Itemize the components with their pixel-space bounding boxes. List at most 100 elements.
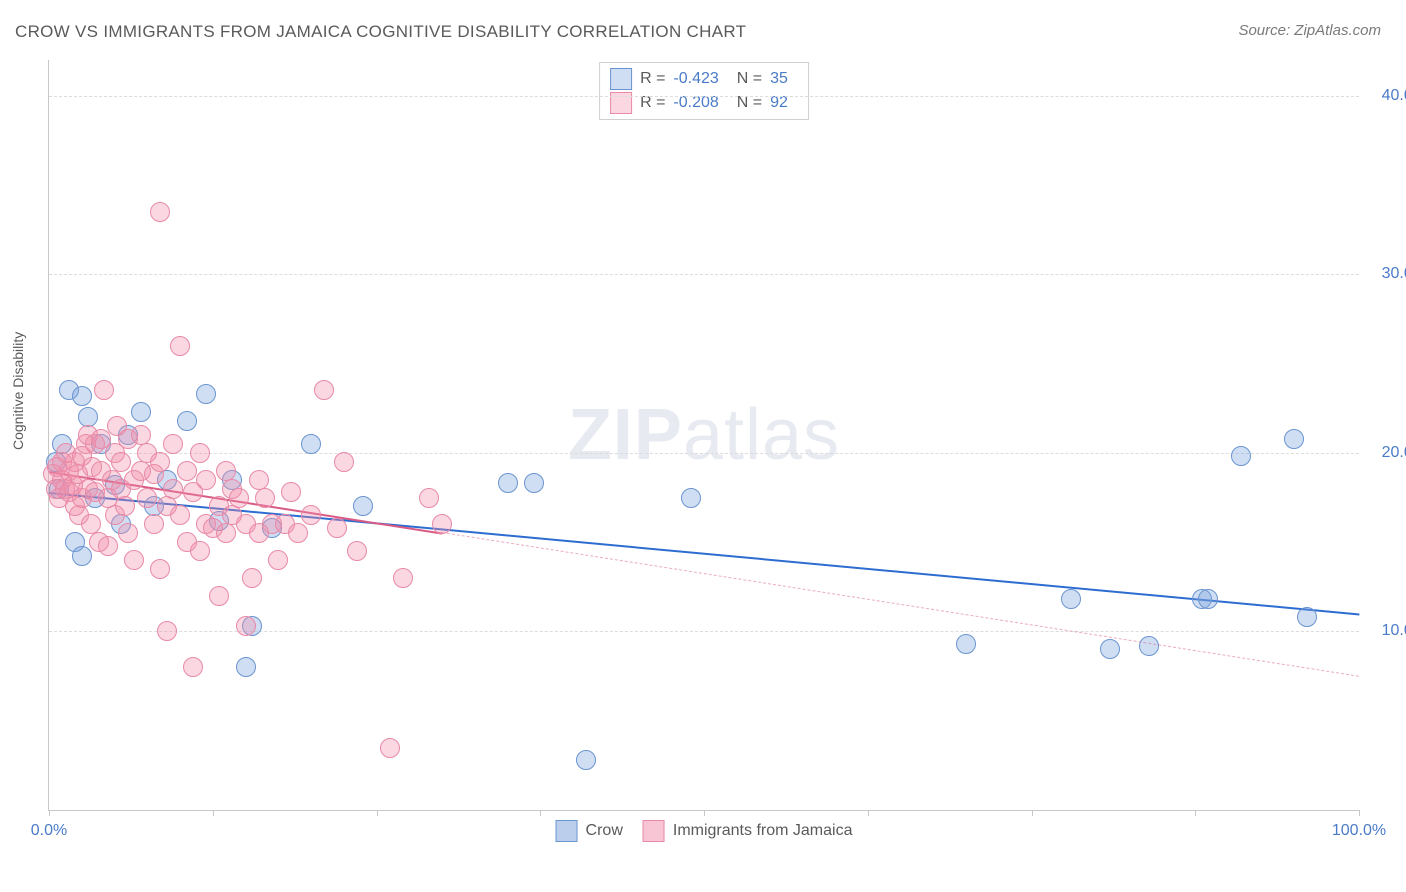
scatter-point [190, 443, 210, 463]
scatter-point [137, 488, 157, 508]
scatter-point [432, 514, 452, 534]
scatter-point [236, 657, 256, 677]
scatter-point [177, 461, 197, 481]
scatter-point [255, 488, 275, 508]
scatter-point [281, 482, 301, 502]
watermark: ZIPatlas [568, 394, 840, 476]
scatter-point [353, 496, 373, 516]
y-tick-label: 20.0% [1382, 444, 1406, 462]
scatter-point [1284, 429, 1304, 449]
legend-item: Immigrants from Jamaica [643, 820, 853, 842]
scatter-point [98, 536, 118, 556]
scatter-point [1139, 636, 1159, 656]
scatter-point [209, 586, 229, 606]
scatter-point [236, 616, 256, 636]
scatter-point [576, 750, 596, 770]
x-tick [704, 810, 705, 816]
legend-swatch [643, 820, 665, 842]
x-tick [1195, 810, 1196, 816]
y-tick-label: 40.0% [1382, 87, 1406, 105]
scatter-point [150, 559, 170, 579]
scatter-point [288, 523, 308, 543]
bottom-legend: Crow Immigrants from Jamaica [556, 820, 853, 842]
watermark-bold: ZIP [568, 395, 683, 475]
scatter-point [498, 473, 518, 493]
scatter-point [1231, 446, 1251, 466]
scatter-point [419, 488, 439, 508]
scatter-point [301, 505, 321, 525]
stat-legend-row: R =-0.208N =92 [610, 91, 798, 115]
trend-line-dash [442, 532, 1359, 677]
x-tick [213, 810, 214, 816]
x-tick [49, 810, 50, 816]
scatter-point [1297, 607, 1317, 627]
gridline [49, 274, 1359, 275]
scatter-point [242, 568, 262, 588]
scatter-point [956, 634, 976, 654]
scatter-point [681, 488, 701, 508]
legend-item: Crow [556, 820, 623, 842]
x-tick-label: 0.0% [31, 822, 67, 840]
scatter-point [163, 479, 183, 499]
chart-area: ZIPatlas R =-0.423N =35R =-0.208N =92 Cr… [48, 60, 1359, 811]
scatter-point [393, 568, 413, 588]
scatter-point [131, 402, 151, 422]
x-tick [377, 810, 378, 816]
scatter-point [196, 470, 216, 490]
scatter-point [177, 411, 197, 431]
trend-line [49, 492, 1359, 615]
legend-label: Immigrants from Jamaica [673, 822, 853, 840]
legend-swatch [610, 68, 632, 90]
scatter-point [150, 452, 170, 472]
scatter-point [1100, 639, 1120, 659]
x-tick [868, 810, 869, 816]
scatter-point [170, 505, 190, 525]
legend-label: Crow [586, 822, 623, 840]
scatter-point [334, 452, 354, 472]
x-tick [1032, 810, 1033, 816]
source-label: Source: ZipAtlas.com [1238, 22, 1381, 39]
scatter-point [124, 550, 144, 570]
scatter-point [111, 452, 131, 472]
x-tick [540, 810, 541, 816]
scatter-point [1198, 589, 1218, 609]
scatter-point [190, 541, 210, 561]
scatter-point [72, 386, 92, 406]
scatter-point [163, 434, 183, 454]
x-tick [1359, 810, 1360, 816]
scatter-point [347, 541, 367, 561]
scatter-point [157, 621, 177, 641]
stat-r-value: -0.423 [673, 70, 718, 88]
y-axis-label: Cognitive Disability [10, 332, 26, 450]
scatter-point [1061, 589, 1081, 609]
scatter-point [72, 546, 92, 566]
y-tick-label: 10.0% [1382, 622, 1406, 640]
stat-n-value: 35 [770, 70, 788, 88]
scatter-point [170, 336, 190, 356]
scatter-point [301, 434, 321, 454]
scatter-point [115, 496, 135, 516]
scatter-point [150, 202, 170, 222]
stat-r-label: R = [640, 70, 665, 88]
stat-legend-row: R = -0.423 N = 35 [610, 67, 798, 91]
gridline [49, 453, 1359, 454]
y-tick-label: 30.0% [1382, 265, 1406, 283]
scatter-point [229, 488, 249, 508]
stat-legend: R = -0.423 N = 35 R =-0.208N =92 [599, 62, 809, 120]
scatter-point [196, 384, 216, 404]
watermark-light: atlas [683, 395, 840, 475]
legend-swatch [556, 820, 578, 842]
scatter-point [118, 523, 138, 543]
scatter-point [268, 550, 288, 570]
scatter-point [216, 523, 236, 543]
scatter-point [94, 380, 114, 400]
scatter-point [380, 738, 400, 758]
gridline [49, 96, 1359, 97]
scatter-point [327, 518, 347, 538]
scatter-point [183, 657, 203, 677]
scatter-point [314, 380, 334, 400]
stat-n-label: N = [737, 70, 762, 88]
chart-title: CROW VS IMMIGRANTS FROM JAMAICA COGNITIV… [15, 22, 746, 42]
x-tick-label: 100.0% [1332, 822, 1386, 840]
scatter-point [144, 514, 164, 534]
